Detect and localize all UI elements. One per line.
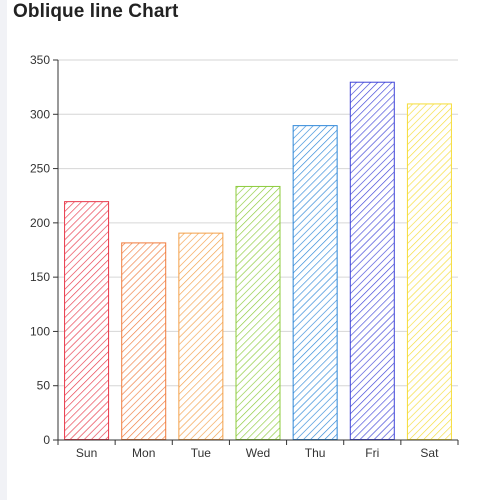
y-tick-label: 150 [30, 270, 50, 284]
y-tick-label: 0 [43, 433, 50, 447]
x-tick-label: Sun [76, 446, 97, 460]
chart-title: Oblique line Chart [13, 1, 179, 22]
y-tick-label: 200 [30, 216, 50, 230]
y-tick-label: 50 [37, 379, 51, 393]
bar-sat[interactable] [406, 103, 452, 441]
bar-tue[interactable] [178, 232, 224, 440]
y-tick-label: 350 [30, 53, 50, 67]
bar-thu[interactable] [292, 125, 338, 441]
bar-sun[interactable] [64, 201, 110, 440]
y-tick-label: 250 [30, 162, 50, 176]
bar-wed[interactable] [235, 185, 281, 440]
y-tick-label: 100 [30, 324, 50, 338]
bar-mon[interactable] [121, 242, 167, 440]
y-axis: 0 50 100 150 200 250 300 350 [30, 53, 59, 447]
x-axis: Sun Mon Tue Wed Thu Fri Sat [57, 439, 459, 460]
bar-fri[interactable] [349, 81, 395, 440]
x-tick-label: Wed [246, 446, 270, 460]
x-tick-label: Thu [305, 446, 326, 460]
x-tick-label: Fri [365, 446, 379, 460]
bars [64, 81, 452, 441]
y-tick-label: 300 [30, 107, 50, 121]
x-tick-label: Mon [132, 446, 155, 460]
x-tick-label: Sat [420, 446, 439, 460]
x-tick-label: Tue [191, 446, 212, 460]
